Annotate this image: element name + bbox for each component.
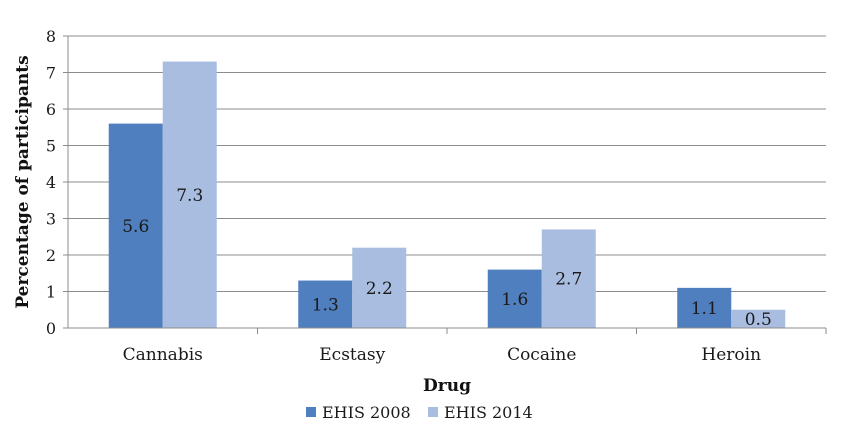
bars bbox=[108, 61, 786, 329]
bar-ehis-2014 bbox=[541, 229, 596, 328]
data-label: 2.2 bbox=[366, 279, 393, 299]
y-tick-label: 2 bbox=[46, 246, 56, 265]
bar-ehis-2008 bbox=[677, 287, 732, 328]
data-label: 1.1 bbox=[691, 299, 718, 319]
y-tick-label: 6 bbox=[46, 100, 56, 119]
category-label: Ecstasy bbox=[319, 345, 385, 365]
legend-label: EHIS 2014 bbox=[444, 403, 533, 422]
legend-label: EHIS 2008 bbox=[322, 403, 411, 422]
data-label: 1.6 bbox=[501, 290, 528, 310]
bar-ehis-2014 bbox=[162, 61, 217, 329]
bar-ehis-2008 bbox=[487, 269, 542, 328]
bar-ehis-2014 bbox=[352, 247, 407, 328]
category-label: Cannabis bbox=[123, 345, 203, 365]
axes: 0 1 2 3 4 5 6 7 8 Cannabis Ecstasy Cocaine Heroin bbox=[46, 27, 827, 365]
category-label: Cocaine bbox=[507, 345, 576, 365]
data-labels: 5.6 7.3 1.3 2.2 1.6 2.7 1.1 0.5 bbox=[122, 186, 772, 330]
y-axis-title: Percentage of participants bbox=[13, 55, 33, 308]
bar-ehis-2008 bbox=[108, 123, 163, 328]
y-tick-label: 4 bbox=[46, 173, 56, 192]
data-label: 2.7 bbox=[555, 270, 582, 290]
y-tick-label: 5 bbox=[46, 137, 56, 156]
x-axis-title: Drug bbox=[423, 376, 471, 396]
data-label: 7.3 bbox=[176, 186, 203, 206]
data-label: 1.3 bbox=[312, 295, 339, 315]
data-label: 5.6 bbox=[122, 217, 149, 237]
legend-swatch bbox=[306, 407, 316, 417]
legend: EHIS 2008 EHIS 2014 bbox=[306, 403, 533, 422]
y-tick-label: 3 bbox=[46, 210, 56, 229]
y-tick-label: 8 bbox=[46, 27, 56, 46]
y-tick-label: 0 bbox=[46, 319, 56, 338]
category-label: Heroin bbox=[701, 345, 761, 365]
bar-ehis-2008 bbox=[298, 280, 353, 328]
y-tick-label: 1 bbox=[46, 283, 56, 302]
y-tick-label: 7 bbox=[46, 64, 56, 83]
legend-swatch bbox=[428, 407, 438, 417]
bar-ehis-2014 bbox=[731, 309, 786, 328]
data-label: 0.5 bbox=[745, 310, 772, 330]
